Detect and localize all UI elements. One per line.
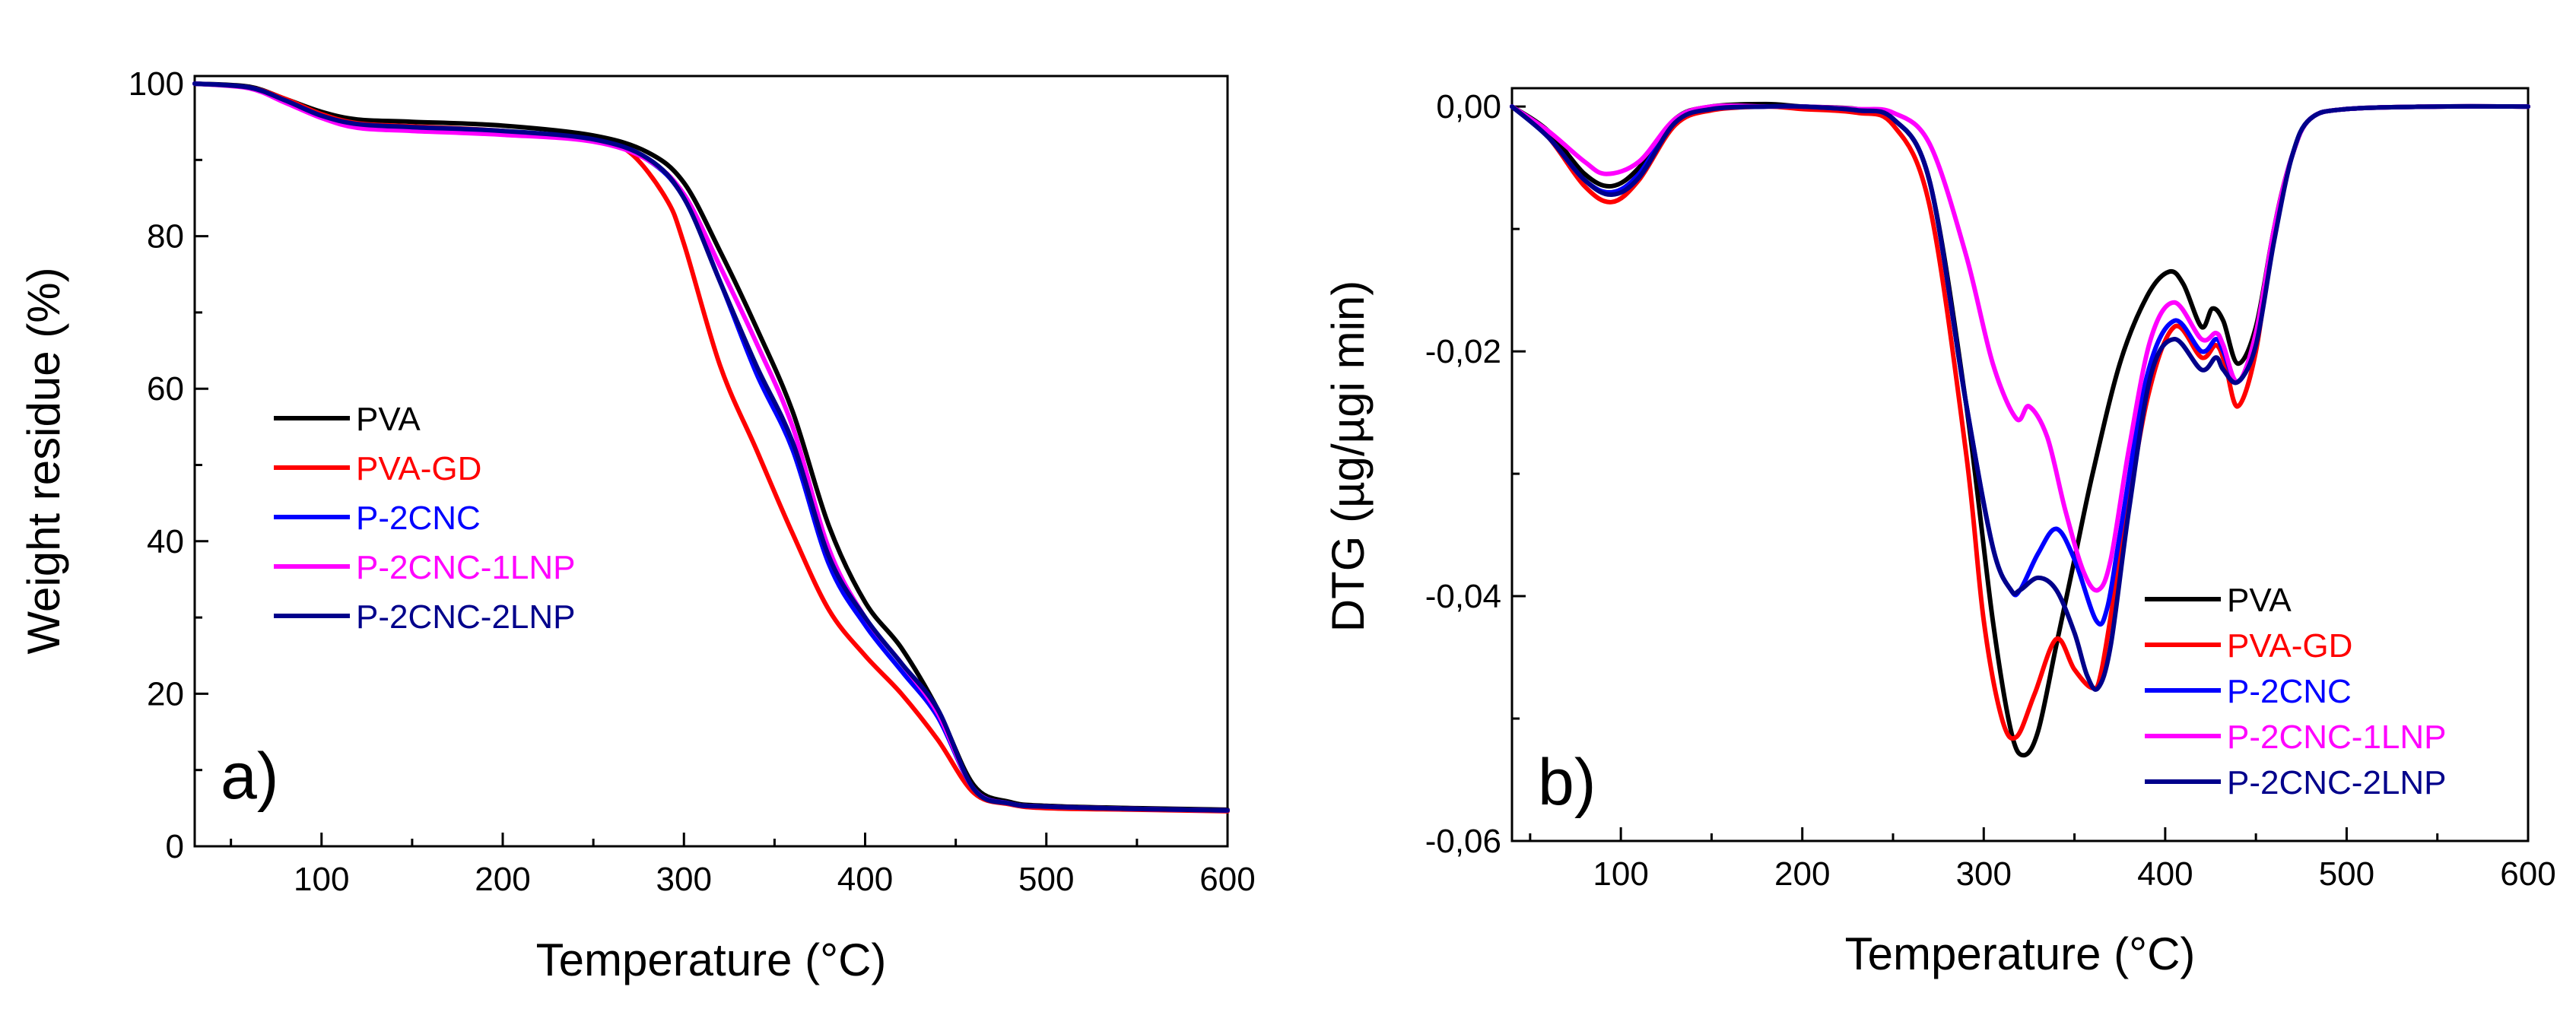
panel-a-legend-label: P-2CNC-2LNP — [356, 598, 576, 636]
panel-a-series-group — [192, 81, 1230, 814]
panel-b-series-line-pva — [1510, 101, 2530, 758]
panel-a-x-tick-label: 400 — [837, 861, 893, 898]
panel-b-dtg-chart: 100 200 300 400 500 600 0,00 -0,02 -0,04 -0,06 Te… — [1323, 87, 2556, 979]
panel-b-plot-frame — [1510, 87, 2530, 842]
panel-b-axis-ticks: 100 200 300 400 500 600 0,00 -0,02 -0,04 -0,06 — [1425, 88, 2556, 893]
panel-b-x-tick-label: 100 — [1593, 855, 1648, 893]
panel-b-legend-label: P-2CNC-1LNP — [2227, 719, 2447, 756]
panel-a-y-tick-label: 60 — [147, 370, 184, 408]
panel-b-series-line-p-2cnc-2lnp — [1510, 103, 2530, 692]
panel-a-legend-label: P-2CNC-1LNP — [356, 549, 576, 586]
panel-b-legend: PVA PVA-GD P-2CNC P-2CNC-1LNP P-2CNC-2LNP — [2145, 582, 2447, 801]
panel-a-x-tick-label: 100 — [294, 861, 349, 898]
panel-b-legend-label: P-2CNC-2LNP — [2227, 764, 2447, 801]
panel-a-legend-label: PVA — [356, 401, 421, 438]
panel-a-x-axis-title: Temperature (°C) — [536, 934, 887, 985]
panel-b-x-tick-label: 600 — [2500, 855, 2555, 893]
panel-b-x-tick-label: 300 — [1956, 855, 2012, 893]
panel-b-y-tick-label: 0,00 — [1436, 88, 1501, 125]
panel-b-y-tick-label: -0,04 — [1425, 578, 1501, 615]
panel-b-x-tick-label: 500 — [2319, 855, 2374, 893]
panel-a-axis-ticks: 100 200 300 400 500 600 0 20 40 60 80 100 — [129, 65, 1256, 898]
panel-b-legend-label: P-2CNC — [2227, 673, 2352, 710]
panel-b-series-line-p-2cnc-1lnp — [1510, 103, 2530, 593]
panel-b-y-axis-title: DTG (µg/µgi min) — [1323, 281, 1374, 633]
panel-a-series-line-p-2cnc — [192, 81, 1230, 813]
panel-a-y-tick-label: 100 — [129, 65, 184, 103]
panel-b-series-line-p-2cnc — [1510, 103, 2530, 627]
panel-b-x-axis-title: Temperature (°C) — [1845, 928, 2196, 979]
panel-a-plot-frame — [193, 75, 1229, 848]
panel-a-y-tick-label: 20 — [147, 675, 184, 712]
panel-a-y-tick-label: 40 — [147, 523, 184, 560]
panel-b-series-line-pva-gd — [1510, 103, 2530, 741]
panel-a-series-line-p-2cnc-2lnp — [192, 81, 1230, 813]
panel-a-y-axis-title: Weight residue (%) — [18, 267, 69, 654]
panel-a-legend-label: PVA-GD — [356, 450, 481, 487]
panel-a-x-tick-label: 600 — [1199, 861, 1255, 898]
panel-b-y-tick-label: -0,02 — [1425, 333, 1501, 370]
panel-a-legend: PVA PVA-GD P-2CNC P-2CNC-1LNP P-2CNC-2LNP — [274, 401, 576, 636]
panel-a-legend-label: P-2CNC — [356, 500, 481, 537]
panel-b-legend-label: PVA — [2227, 582, 2292, 619]
panel-a-x-tick-label: 200 — [475, 861, 530, 898]
panel-b-label: b) — [1538, 746, 1596, 819]
panel-b-legend-label: PVA-GD — [2227, 627, 2352, 665]
panel-b-y-tick-label: -0,06 — [1425, 823, 1501, 860]
panel-b-series-group — [1510, 101, 2530, 758]
panel-a-label: a) — [221, 740, 278, 813]
panel-b-x-tick-label: 400 — [2137, 855, 2193, 893]
panel-a-x-tick-label: 500 — [1018, 861, 1074, 898]
panel-a-series-line-pva — [192, 81, 1230, 812]
panel-b-x-tick-label: 200 — [1774, 855, 1830, 893]
panel-a-series-line-pva-gd — [192, 81, 1230, 814]
panel-a-x-tick-label: 300 — [656, 861, 712, 898]
panel-a-y-tick-label: 0 — [166, 828, 184, 865]
panel-a-y-tick-label: 80 — [147, 218, 184, 255]
panel-a-weight-residue-chart: 100 200 300 400 500 600 0 20 40 60 80 100 Temperatu… — [18, 65, 1256, 985]
panel-a-series-line-p-2cnc-1lnp — [192, 81, 1230, 813]
